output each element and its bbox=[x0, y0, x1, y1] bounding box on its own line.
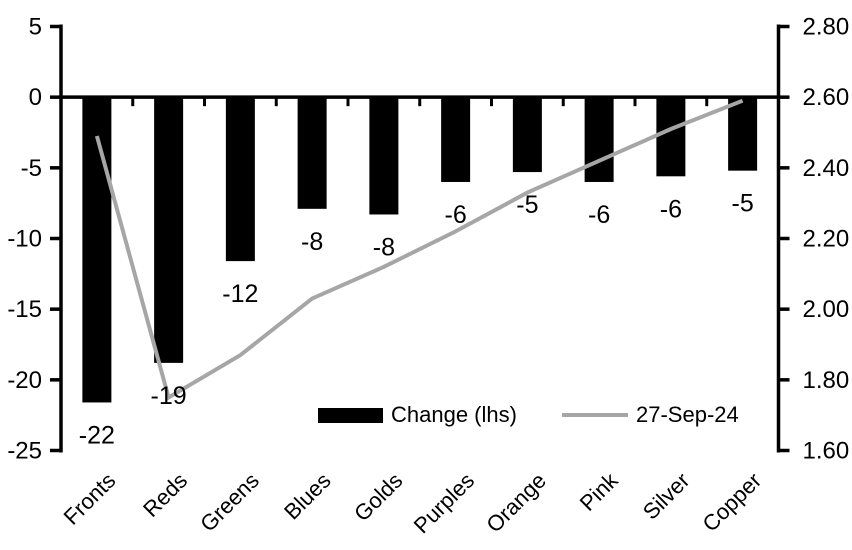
right-axis-tick-label: 1.80 bbox=[803, 367, 850, 394]
category-label-golds: Golds bbox=[349, 468, 407, 526]
bar-orange bbox=[512, 97, 542, 173]
left-axis-tick-label: 5 bbox=[29, 14, 42, 41]
trend-line bbox=[94, 98, 744, 401]
bar-value-label: -8 bbox=[301, 228, 323, 256]
bar-blues bbox=[297, 97, 327, 209]
left-axis-tick-label: 0 bbox=[29, 84, 42, 111]
legend-line-swatch bbox=[562, 413, 628, 417]
bar-pink bbox=[584, 97, 614, 182]
bar-value-label: -19 bbox=[151, 382, 187, 410]
left-axis-tick-label: -15 bbox=[7, 296, 42, 323]
category-label-blues: Blues bbox=[279, 468, 336, 525]
legend-bar-label: Change (lhs) bbox=[391, 402, 517, 427]
category-label-orange: Orange bbox=[481, 468, 551, 538]
bar-greens bbox=[225, 97, 255, 262]
right-axis-tick-label: 2.40 bbox=[803, 155, 850, 182]
bar-purples bbox=[441, 97, 471, 182]
bar-silver bbox=[656, 97, 686, 177]
category-label-fronts: Fronts bbox=[59, 468, 121, 530]
bar-value-label: -6 bbox=[588, 201, 610, 229]
bar-value-label: -8 bbox=[373, 233, 395, 261]
right-axis-tick-label: 2.00 bbox=[803, 296, 850, 323]
bar-golds bbox=[369, 97, 399, 215]
bar-value-label: -5 bbox=[732, 190, 754, 218]
bar-value-label: -12 bbox=[222, 280, 258, 308]
bar-copper bbox=[728, 97, 758, 171]
legend-line-label: 27-Sep-24 bbox=[636, 402, 739, 427]
right-axis-tick-label: 1.60 bbox=[803, 438, 850, 465]
right-axis-tick-label: 2.60 bbox=[803, 84, 850, 111]
category-label-silver: Silver bbox=[638, 468, 695, 525]
left-axis-tick-label: -25 bbox=[7, 438, 42, 465]
left-axis-tick-label: -5 bbox=[21, 155, 42, 182]
right-axis-tick-label: 2.80 bbox=[803, 14, 850, 41]
bar-reds bbox=[154, 97, 184, 363]
left-axis-tick-label: -20 bbox=[7, 367, 42, 394]
left-axis-tick-label: -10 bbox=[7, 226, 42, 253]
category-label-pink: Pink bbox=[575, 467, 624, 516]
category-label-reds: Reds bbox=[138, 468, 192, 522]
bar-value-label: -6 bbox=[660, 195, 682, 223]
bar-fronts bbox=[82, 97, 112, 403]
category-label-purples: Purples bbox=[409, 468, 479, 538]
category-label-greens: Greens bbox=[195, 468, 264, 537]
legend-bar-swatch bbox=[318, 408, 383, 423]
bar-value-label: -6 bbox=[445, 201, 467, 229]
category-label-copper: Copper bbox=[697, 468, 766, 537]
bar-value-label: -22 bbox=[79, 421, 115, 449]
bar-value-label: -5 bbox=[516, 191, 538, 219]
right-axis-tick-label: 2.20 bbox=[803, 226, 850, 253]
